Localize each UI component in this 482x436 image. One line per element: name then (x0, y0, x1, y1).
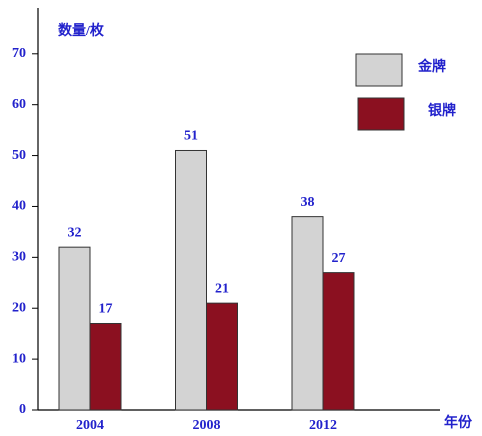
x-tick-label: 2012 (309, 418, 337, 433)
value-label: 21 (215, 281, 229, 296)
y-tick-label: 10 (12, 351, 26, 366)
legend-swatch (357, 97, 405, 131)
y-tick-label: 30 (12, 250, 26, 265)
value-label: 38 (301, 195, 315, 210)
bar (291, 216, 324, 411)
bar (322, 272, 355, 411)
bar (89, 322, 122, 411)
y-tick-label: 50 (12, 148, 26, 163)
y-tick-label: 0 (19, 402, 26, 417)
x-tick-label: 2004 (76, 418, 104, 433)
x-axis-label: 年份 (444, 414, 473, 431)
y-tick-label: 70 (12, 46, 26, 61)
bar (175, 149, 207, 411)
y-tick-label: 20 (12, 300, 26, 315)
legend-label: 金牌 (417, 58, 446, 75)
x-tick-label: 2008 (193, 418, 221, 433)
bar (58, 246, 91, 411)
y-tick-label: 60 (12, 97, 26, 112)
value-label: 17 (99, 302, 113, 317)
legend-swatch (355, 53, 403, 87)
bar (206, 302, 238, 411)
value-label: 32 (68, 225, 82, 240)
value-label: 51 (184, 129, 198, 144)
y-axis-label: 数量/枚 (58, 22, 105, 39)
legend-label: 银牌 (428, 102, 456, 119)
y-tick-label: 40 (12, 199, 26, 214)
value-label: 27 (332, 251, 346, 266)
